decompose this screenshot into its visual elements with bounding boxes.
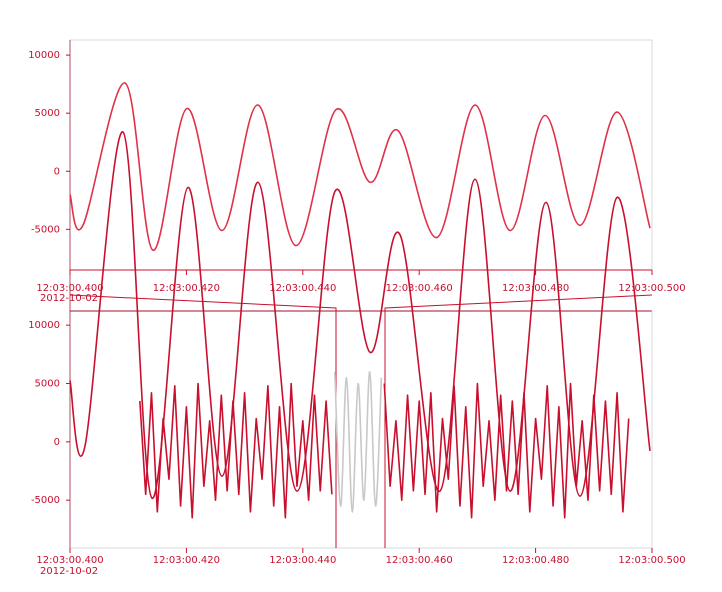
series-line <box>383 382 630 519</box>
x-tick-label: 12:03:00.480 <box>502 283 569 294</box>
y-tick-label: -5000 <box>31 495 60 506</box>
plot-frame <box>69 39 653 271</box>
y-tick-label: 0 <box>54 166 60 177</box>
series-line <box>69 82 651 252</box>
y-tick-label: 10000 <box>28 320 60 331</box>
x-date-label: 2012-10-02 <box>40 293 98 304</box>
series-line <box>334 371 383 513</box>
x-tick-label: 12:03:00.460 <box>386 283 453 294</box>
selection-edge <box>384 294 653 548</box>
series-line <box>139 382 333 519</box>
x-tick-label: 12:03:00.480 <box>502 555 569 566</box>
y-tick-label: -5000 <box>31 224 60 235</box>
x-tick-label: 12:03:00.400 <box>36 283 103 294</box>
x-tick-label: 12:03:00.500 <box>618 555 685 566</box>
x-date-label: 2012-10-02 <box>40 566 98 577</box>
y-tick-label: 5000 <box>35 108 60 119</box>
x-tick-label: 12:03:00.440 <box>269 555 336 566</box>
x-tick-label: 12:03:00.420 <box>153 555 220 566</box>
y-tick-label: 0 <box>54 437 60 448</box>
x-tick-label: 12:03:00.420 <box>153 283 220 294</box>
x-tick-label: 12:03:00.440 <box>269 283 336 294</box>
x-tick-label: 12:03:00.400 <box>36 555 103 566</box>
y-tick-label: 5000 <box>35 379 60 390</box>
x-tick-label: 12:03:00.460 <box>386 555 453 566</box>
y-tick-label: 10000 <box>28 50 60 61</box>
selection-edge <box>69 294 337 548</box>
series-line <box>69 131 651 500</box>
x-tick-label: 12:03:00.500 <box>618 283 685 294</box>
